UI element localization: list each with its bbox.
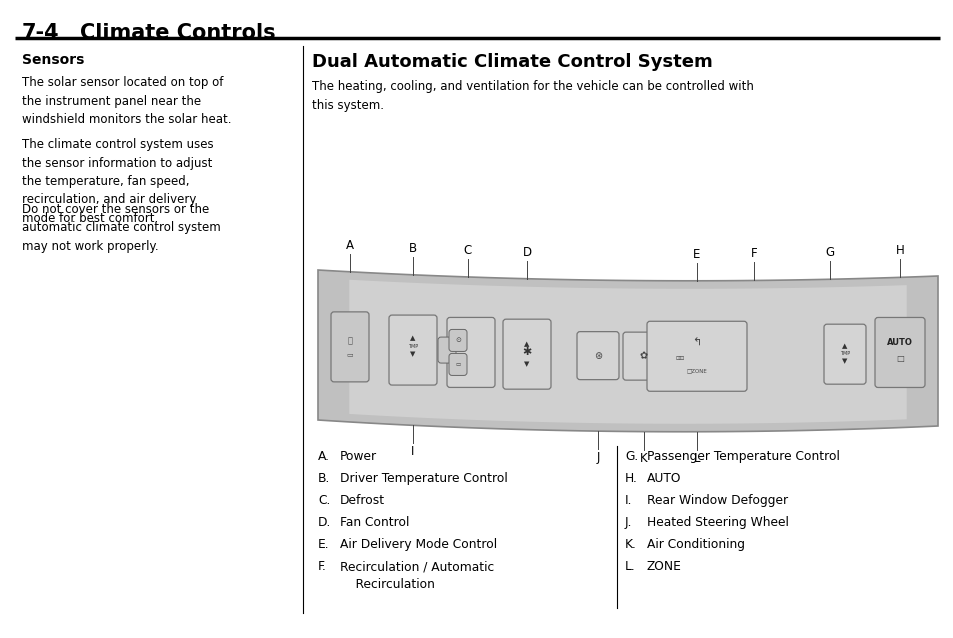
Text: Power: Power [339, 450, 376, 463]
Text: I: I [411, 445, 415, 458]
Text: Rear Window Defogger: Rear Window Defogger [646, 494, 787, 507]
Text: TMP: TMP [408, 344, 417, 348]
Text: ▼: ▼ [841, 358, 847, 364]
FancyBboxPatch shape [646, 322, 746, 391]
Text: ✿: ✿ [639, 351, 647, 361]
Text: B.: B. [317, 472, 330, 485]
Text: ▲: ▲ [524, 341, 529, 347]
Text: E.: E. [317, 538, 330, 551]
Text: ↰: ↰ [692, 338, 701, 347]
Text: E: E [693, 248, 700, 261]
Text: Sensors: Sensors [22, 53, 84, 67]
Text: ⊛: ⊛ [594, 351, 601, 360]
Text: F: F [750, 248, 757, 260]
FancyBboxPatch shape [502, 319, 551, 389]
Text: K.: K. [624, 538, 637, 551]
Text: ✱: ✱ [521, 347, 531, 357]
FancyBboxPatch shape [874, 318, 924, 387]
Text: ▼: ▼ [410, 351, 416, 357]
Text: Recirculation / Automatic
    Recirculation: Recirculation / Automatic Recirculation [339, 560, 494, 591]
Text: □ZONE: □ZONE [686, 367, 706, 373]
Text: ▭: ▭ [455, 362, 460, 367]
FancyBboxPatch shape [449, 353, 467, 375]
FancyBboxPatch shape [447, 318, 495, 387]
Polygon shape [317, 270, 937, 432]
Text: C.: C. [317, 494, 330, 507]
Text: J: J [596, 451, 599, 464]
Text: G: G [824, 246, 834, 259]
Text: Climate Controls: Climate Controls [80, 23, 275, 43]
FancyBboxPatch shape [577, 332, 618, 380]
Text: K: K [639, 452, 647, 464]
Text: A: A [346, 239, 354, 252]
Text: ⏻: ⏻ [347, 336, 352, 345]
Text: Dual Automatic Climate Control System: Dual Automatic Climate Control System [312, 53, 712, 71]
Text: ▲: ▲ [841, 343, 847, 349]
Text: ▼: ▼ [524, 361, 529, 367]
Text: Driver Temperature Control: Driver Temperature Control [339, 472, 507, 485]
Text: The climate control system uses
the sensor information to adjust
the temperature: The climate control system uses the sens… [22, 138, 213, 225]
Text: Defrost: Defrost [339, 494, 385, 507]
Text: H: H [895, 244, 903, 257]
Text: AUTO: AUTO [646, 472, 680, 485]
Text: ⊙: ⊙ [455, 338, 460, 343]
Text: L.: L. [624, 560, 635, 573]
Text: ▭: ▭ [346, 352, 353, 358]
Text: TMP: TMP [839, 351, 849, 355]
Text: C: C [463, 244, 472, 257]
Text: H.: H. [624, 472, 638, 485]
Text: ▲: ▲ [410, 335, 416, 341]
FancyBboxPatch shape [622, 332, 664, 380]
Text: A.: A. [317, 450, 330, 463]
Text: D.: D. [317, 516, 331, 529]
FancyBboxPatch shape [449, 329, 467, 352]
Text: D: D [522, 246, 531, 259]
Text: G.: G. [624, 450, 638, 463]
Text: □: □ [895, 354, 903, 363]
Text: The heating, cooling, and ventilation for the vehicle can be controlled with
thi: The heating, cooling, and ventilation fo… [312, 80, 753, 112]
Text: B: B [409, 242, 416, 255]
Text: The solar sensor located on top of
the instrument panel near the
windshield moni: The solar sensor located on top of the i… [22, 76, 232, 126]
Text: Air Conditioning: Air Conditioning [646, 538, 744, 551]
Text: L: L [693, 452, 700, 464]
Text: ZONE: ZONE [646, 560, 681, 573]
Text: F.: F. [317, 560, 327, 573]
Text: Passenger Temperature Control: Passenger Temperature Control [646, 450, 839, 463]
Text: 7-4: 7-4 [22, 23, 59, 43]
FancyBboxPatch shape [389, 315, 436, 385]
Text: Fan Control: Fan Control [339, 516, 409, 529]
Polygon shape [349, 279, 905, 424]
FancyBboxPatch shape [823, 324, 865, 384]
Text: Do not cover the sensors or the
automatic climate control system
may not work pr: Do not cover the sensors or the automati… [22, 203, 220, 253]
Text: Air Delivery Mode Control: Air Delivery Mode Control [339, 538, 497, 551]
Text: AUTO: AUTO [886, 338, 912, 347]
Text: ⊡⊡: ⊡⊡ [675, 356, 684, 360]
Text: Heated Steering Wheel: Heated Steering Wheel [646, 516, 788, 529]
Text: I.: I. [624, 494, 632, 507]
FancyBboxPatch shape [437, 337, 456, 363]
FancyBboxPatch shape [331, 312, 369, 382]
Text: J.: J. [624, 516, 632, 529]
